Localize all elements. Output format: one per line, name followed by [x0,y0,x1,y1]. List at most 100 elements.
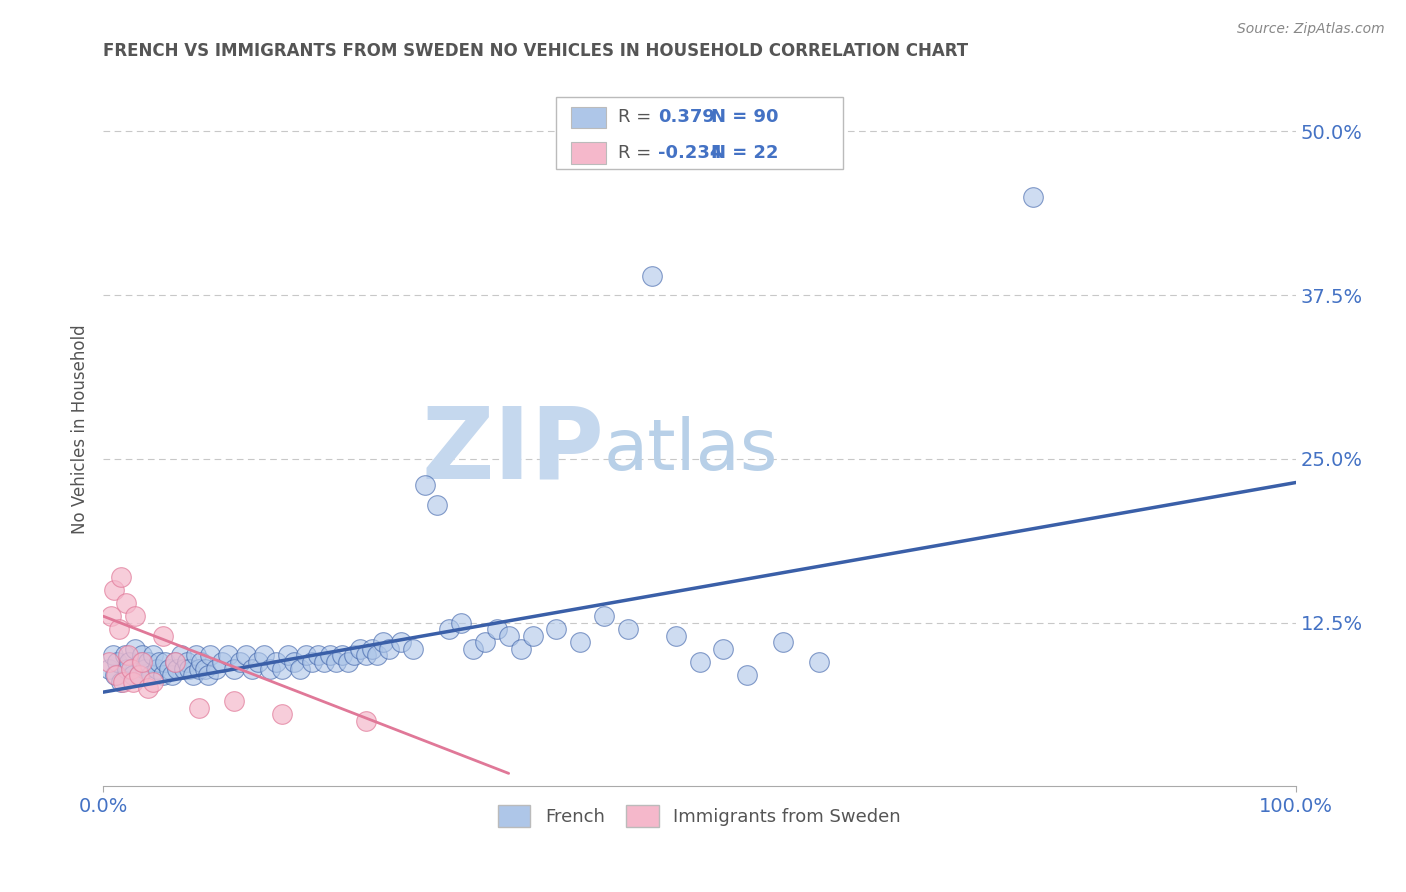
Point [142,674,165,689]
Point [229,655,252,669]
Text: N = 90: N = 90 [711,109,779,127]
Point [107,622,129,636]
Point [152,668,174,682]
Point [197,668,219,682]
Point [112,674,135,689]
Point [224,694,246,708]
Point [142,648,165,663]
Text: FRENCH VS IMMIGRANTS FROM SWEDEN NO VEHICLES IN HOUSEHOLD CORRELATION CHART: FRENCH VS IMMIGRANTS FROM SWEDEN NO VEHI… [103,42,969,60]
Point [186,648,208,663]
Point [288,662,311,676]
Point [104,668,127,682]
Point [181,668,204,682]
Point [378,641,401,656]
Point [114,596,136,610]
Text: R =: R = [619,145,658,162]
Point [665,629,688,643]
Point [402,641,425,656]
Point [118,655,141,669]
Point [593,609,616,624]
Point [349,641,371,656]
Point [153,655,176,669]
Point [129,655,152,669]
Y-axis label: No Vehicles in Household: No Vehicles in Household [72,325,89,534]
Point [146,662,169,676]
Point [128,668,150,682]
Point [148,655,170,669]
Point [193,662,215,676]
Point [107,655,129,669]
Point [325,655,347,669]
Point [169,648,191,663]
Point [247,655,270,669]
Point [166,662,188,676]
Point [110,570,132,584]
Point [373,635,395,649]
Point [509,641,531,656]
Point [110,674,132,689]
Point [807,655,830,669]
Point [426,498,449,512]
Point [617,622,640,636]
Text: R =: R = [619,109,658,127]
Point [115,662,138,676]
Point [301,655,323,669]
Point [124,641,146,656]
Point [152,629,174,643]
Point [336,655,359,669]
Text: atlas: atlas [605,417,779,485]
Text: ZIP: ZIP [422,402,605,500]
Text: 0.379: 0.379 [658,109,714,127]
Point [735,668,758,682]
Point [122,668,145,682]
Point [312,655,335,669]
Point [138,681,160,696]
Point [103,582,125,597]
Point [271,662,294,676]
Point [163,655,186,669]
Point [235,648,257,663]
Point [450,615,472,630]
Point [211,655,233,669]
Point [177,662,200,676]
Point [498,629,520,643]
Point [240,662,263,676]
Point [200,648,222,663]
Point [173,662,195,676]
Text: N = 22: N = 22 [711,145,779,162]
Point [354,714,377,728]
Point [689,655,711,669]
Point [437,622,460,636]
Point [522,629,544,643]
Point [264,655,287,669]
Point [711,641,734,656]
Point [389,635,412,649]
Point [124,609,146,624]
Point [120,662,142,676]
Point [128,668,150,682]
Point [485,622,508,636]
Point [330,648,353,663]
Point [546,622,568,636]
Point [122,674,145,689]
Point [217,648,239,663]
Point [413,478,436,492]
Point [224,662,246,676]
Point [474,635,496,649]
Point [366,648,388,663]
Point [176,655,198,669]
Point [105,668,128,682]
Point [139,668,162,682]
Point [98,655,121,669]
Text: Source: ZipAtlas.com: Source: ZipAtlas.com [1237,22,1385,37]
Point [277,648,299,663]
Point [354,648,377,663]
Point [461,641,484,656]
Point [101,648,124,663]
Point [190,655,212,669]
Point [117,648,139,663]
Point [319,648,342,663]
Point [100,609,122,624]
Point [114,648,136,663]
Point [162,668,184,682]
